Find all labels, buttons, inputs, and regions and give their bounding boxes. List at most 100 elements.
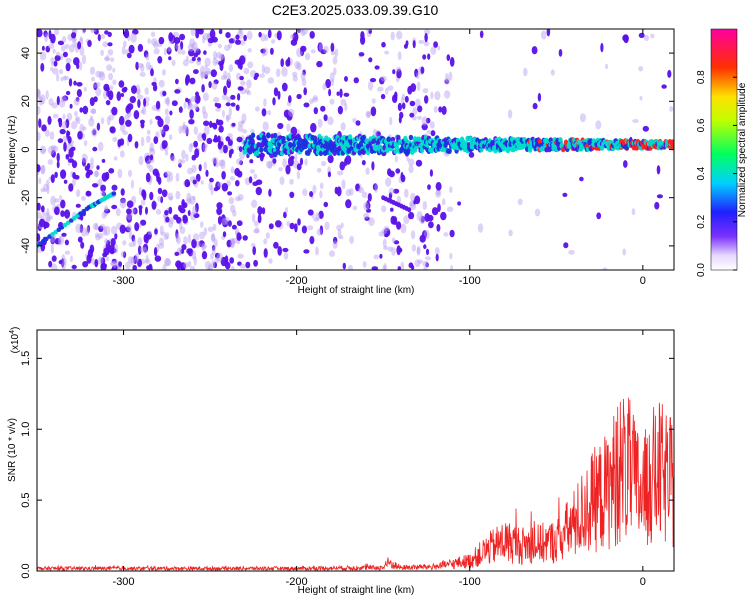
- spectrogram-cell: [46, 185, 50, 195]
- spectrogram-cell: [223, 70, 228, 79]
- colorbar-ticks: 0.0 0.2 0.4 0.6 0.8: [696, 70, 737, 277]
- spectrogram-cell: [226, 96, 231, 103]
- spectrogram-cell: [191, 41, 198, 51]
- spectrogram-cell: [403, 215, 410, 225]
- spectrogram-cell: [222, 231, 227, 238]
- spectrogram-cell: [71, 32, 77, 39]
- x-tick-label: -200: [286, 275, 308, 287]
- spectrogram-cell: [68, 183, 74, 192]
- spectrogram-cell: [188, 49, 195, 57]
- spectrogram-cell: [532, 102, 538, 110]
- spectrogram-cell: [213, 158, 217, 167]
- spectrogram-cell: [71, 121, 78, 130]
- spectrogram-cell: [226, 78, 231, 89]
- spectrogram-cell: [419, 215, 425, 225]
- spectrogram-cell: [60, 210, 65, 218]
- spectrogram-cell: [178, 125, 183, 134]
- spectrogram-cell: [195, 91, 199, 97]
- spectrogram-cell: [315, 246, 319, 256]
- spectrogram-cell: [414, 68, 419, 78]
- spectrogram-cell: [90, 157, 94, 165]
- spectrogram-cell: [93, 29, 99, 35]
- spectrogram-cell: [143, 98, 147, 107]
- spectrogram-cell: [319, 182, 324, 190]
- spectrogram-cell: [175, 190, 181, 200]
- snr-ylabel: SNR (10 * v/v): [7, 418, 18, 482]
- spectrogram-cell: [307, 147, 312, 153]
- y-tick-label: 1.0: [20, 422, 32, 437]
- spectrogram-cell: [73, 98, 80, 106]
- spectrogram-cell: [445, 72, 449, 82]
- y-tick-label: 20: [20, 95, 32, 107]
- y-tick-label: -40: [20, 238, 32, 254]
- spectrogram-cell: [164, 115, 171, 125]
- spectrogram-cell: [449, 57, 455, 67]
- spectrogram-cell: [321, 160, 327, 167]
- spectrogram-cell: [391, 247, 396, 256]
- spectrogram-cell: [49, 131, 55, 140]
- spectrogram-cell: [280, 58, 285, 67]
- spectrogram-cell: [98, 141, 104, 152]
- spectrogram-cell: [187, 210, 191, 216]
- spectrogram-cell: [296, 93, 302, 100]
- spectrogram-cell: [154, 255, 162, 262]
- spectrogram-cell: [396, 221, 402, 230]
- spectrogram-cell: [104, 238, 109, 245]
- spectrogram-cell: [193, 52, 199, 58]
- spectrogram-cell: [427, 53, 431, 60]
- spectrogram-cell: [112, 136, 118, 142]
- spectrogram-cell: [137, 237, 143, 246]
- spectrogram-cell: [222, 144, 228, 154]
- spectrogram-cell: [236, 136, 243, 143]
- spectrogram-cell: [319, 190, 323, 199]
- spectrogram-cell: [110, 225, 118, 235]
- spectrogram-cell: [98, 71, 106, 81]
- spectrogram-cell: [217, 43, 222, 49]
- spectrogram-cell: [632, 119, 639, 123]
- spectrogram-cell: [187, 248, 194, 257]
- spectrogram-cell: [202, 132, 207, 141]
- spectrogram-cell: [133, 255, 138, 264]
- spectrogram-cell: [153, 77, 157, 84]
- colorbar-tick-label: 0.6: [696, 118, 707, 132]
- spectrogram-cell: [65, 153, 70, 160]
- spectrogram-cell: [225, 102, 231, 107]
- spectrogram-cell: [268, 223, 274, 230]
- spectrogram-cell: [149, 118, 153, 125]
- spectrogram-cell: [154, 228, 158, 235]
- spectrogram-cell: [200, 221, 204, 229]
- spectrogram-cell: [202, 143, 207, 153]
- spectrogram-cell: [51, 255, 57, 262]
- spectrogram-cell: [192, 179, 197, 185]
- spectrogram-cell: [332, 56, 338, 65]
- spectrogram-cell: [50, 243, 55, 254]
- spectrogram-cell: [285, 164, 291, 175]
- spectrogram-cell: [186, 181, 191, 187]
- spectrogram-cell: [169, 110, 173, 116]
- spectrogram-cell: [176, 235, 181, 245]
- spectrogram-cell: [218, 54, 224, 61]
- spectrogram-cell: [140, 109, 145, 114]
- spectrogram-cell: [317, 118, 323, 128]
- spectrogram-cell: [644, 34, 649, 42]
- spectrogram-cell: [37, 105, 41, 115]
- spectrogram-cell: [199, 231, 205, 240]
- spectrogram-cell: [217, 216, 222, 225]
- spectrogram-cell: [159, 128, 165, 134]
- spectrogram-cell: [82, 105, 89, 115]
- spectrogram-cell: [99, 224, 106, 229]
- spectrogram-cell: [61, 261, 67, 270]
- spectrogram-cell: [230, 204, 236, 213]
- spectrogram-cell: [84, 165, 90, 172]
- spectrogram-cell: [259, 73, 265, 78]
- spectrogram-cell: [40, 164, 46, 174]
- spectrogram-cell: [277, 246, 283, 256]
- spectrogram-cell: [149, 191, 154, 201]
- spectrogram-cell: [385, 177, 392, 187]
- spectrogram-cell: [330, 42, 335, 53]
- spectrogram-cell: [44, 129, 50, 137]
- spectrogram-cell: [51, 149, 56, 158]
- spectrogram-cell: [109, 57, 115, 62]
- spectrogram-cell: [62, 95, 69, 101]
- spectrogram-cell: [310, 122, 317, 133]
